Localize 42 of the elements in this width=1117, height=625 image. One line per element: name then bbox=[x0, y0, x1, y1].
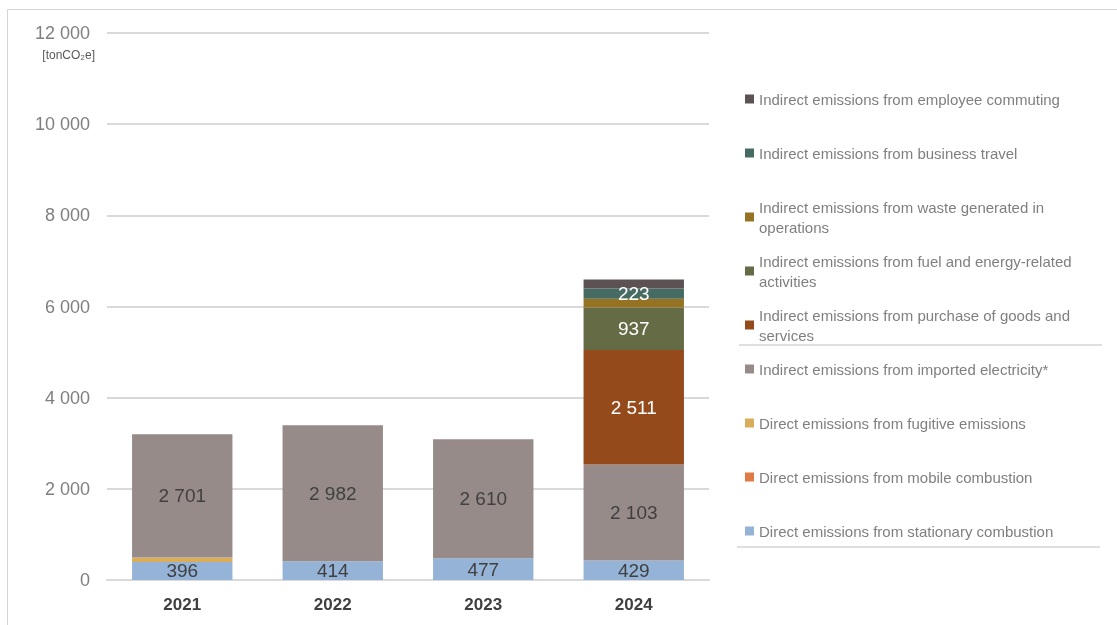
data-label: 2 610 bbox=[459, 488, 508, 510]
data-label: 223 bbox=[617, 283, 650, 305]
legend-label: Indirect emissions from employee commuting bbox=[759, 90, 1060, 108]
data-label: 477 bbox=[467, 558, 500, 580]
bar bbox=[583, 560, 684, 580]
bar bbox=[132, 434, 233, 558]
bar bbox=[583, 464, 684, 561]
y-tick-label: 12 000 bbox=[34, 23, 90, 43]
y-tick-label: 2 000 bbox=[44, 478, 90, 499]
x-tick-label: 2023 bbox=[464, 595, 503, 614]
data-label: 937 bbox=[617, 318, 650, 340]
y-tick-label: 4 000 bbox=[44, 387, 90, 408]
legend-label: Direct emissions from mobile combustion bbox=[759, 468, 1033, 486]
data-label: 414 bbox=[316, 560, 350, 582]
data-label: 2 511 bbox=[610, 396, 657, 418]
legend-label: Indirect emissions from waste generated in operations bbox=[759, 198, 1049, 236]
bar bbox=[583, 307, 684, 351]
y-tick-label: 0 bbox=[79, 570, 90, 590]
x-tick-label: 2021 bbox=[163, 595, 202, 614]
bar bbox=[433, 558, 534, 580]
x-tick-label: 2022 bbox=[313, 595, 352, 614]
y-axis-title: [tonCO₂e] bbox=[42, 48, 95, 62]
bar bbox=[433, 439, 534, 559]
data-label: 2 982 bbox=[308, 482, 357, 504]
y-tick-label: 10 000 bbox=[34, 114, 90, 135]
y-tick-label: 8 000 bbox=[44, 205, 90, 226]
data-label: 429 bbox=[617, 559, 650, 581]
legend-label: Indirect emissions from fuel and energy-related activities bbox=[759, 252, 1076, 290]
legend-label: Indirect emissions from imported electricity* bbox=[759, 360, 1049, 378]
data-label: 2 701 bbox=[158, 485, 207, 507]
legend-label: Direct emissions from stationary combustion bbox=[759, 522, 1054, 540]
legend-label: Direct emissions from fugitive emissions bbox=[759, 414, 1026, 432]
bar bbox=[282, 425, 383, 562]
y-tick-label: 6 000 bbox=[44, 296, 90, 317]
bar bbox=[132, 557, 233, 562]
bar bbox=[583, 279, 684, 289]
legend-label: Indirect emissions from business travel bbox=[759, 144, 1018, 162]
data-label: 396 bbox=[166, 560, 199, 582]
data-label: 2 103 bbox=[609, 502, 658, 524]
legend-label: Indirect emissions from purchase of goods and services bbox=[759, 306, 1075, 344]
bar bbox=[583, 350, 684, 465]
x-tick-label: 2024 bbox=[614, 595, 654, 614]
